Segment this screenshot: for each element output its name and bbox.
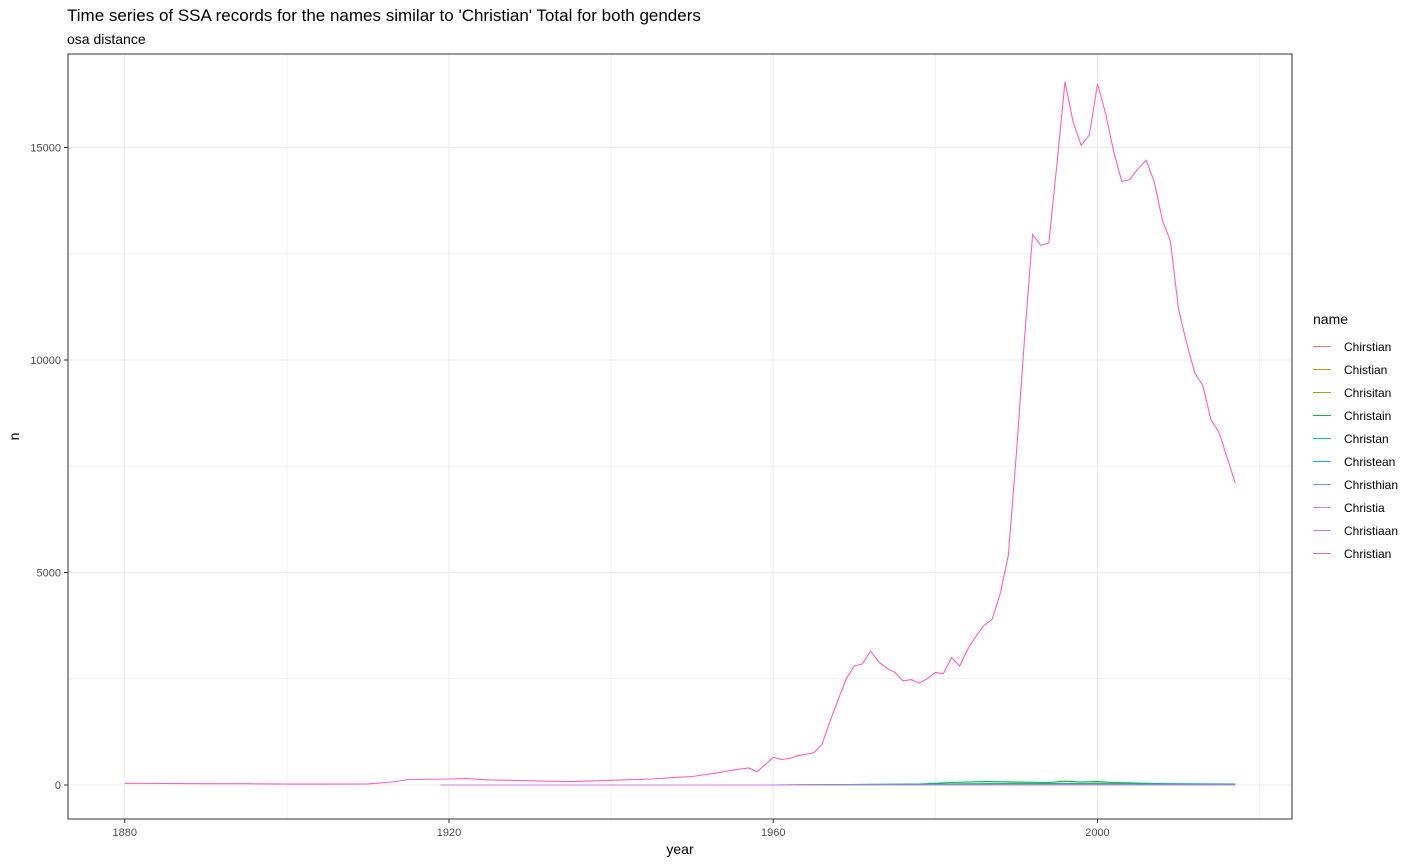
legend-item: Christan [1313,427,1398,450]
plot-panel-border [67,53,1293,820]
legend-label: Chrisitan [1344,385,1392,400]
legend: name Chirstian Chistian Chrisitan Christain… [1313,311,1398,565]
x-tick-label: 1920 [437,827,461,839]
y-tick-label: 10000 [30,355,61,367]
legend-label: Christiaan [1344,523,1399,538]
chart-title: Time series of SSA records for the names… [67,6,701,25]
legend-label: Chistian [1344,362,1388,377]
x-tick-label: 1880 [112,827,136,839]
legend-item: Christiaan [1313,519,1398,542]
legend-label: Christan [1344,431,1389,446]
legend-label: Christia [1344,500,1385,515]
legend-item: Christia [1313,496,1398,519]
legend-key [1313,438,1331,439]
x-axis-title: year [666,841,694,857]
y-axis-title: n [6,433,22,441]
legend-label: Christhian [1344,477,1399,492]
x-tick-label: 2000 [1085,827,1109,839]
legend-key [1313,369,1331,370]
legend-label: Chirstian [1344,339,1392,354]
legend-key [1313,461,1331,462]
legend-item: Chirstian [1313,335,1398,358]
legend-item: Christian [1313,542,1398,565]
legend-key [1313,507,1331,508]
legend-item: Christain [1313,404,1398,427]
legend-title: name [1313,311,1349,327]
legend-item: Chistian [1313,358,1398,381]
legend-item: Christhian [1313,473,1398,496]
legend-label: Christain [1344,408,1392,423]
legend-key [1313,415,1331,416]
series-line-christian [124,81,1236,785]
legend-key [1313,530,1331,531]
y-tick-label: 5000 [37,568,61,580]
legend-label: Christian [1344,546,1392,561]
legend-key [1313,484,1331,485]
y-tick-label: 15000 [30,143,61,155]
legend-item: Chrisitan [1313,381,1398,404]
y-tick-label: 0 [55,780,61,792]
x-tick-label: 1960 [761,827,785,839]
legend-key [1313,553,1331,554]
legend-key [1313,392,1331,393]
chart-subtitle: osa distance [67,31,146,47]
legend-item: Christean [1313,450,1398,473]
legend-label: Christean [1344,454,1396,469]
legend-key [1313,346,1331,347]
